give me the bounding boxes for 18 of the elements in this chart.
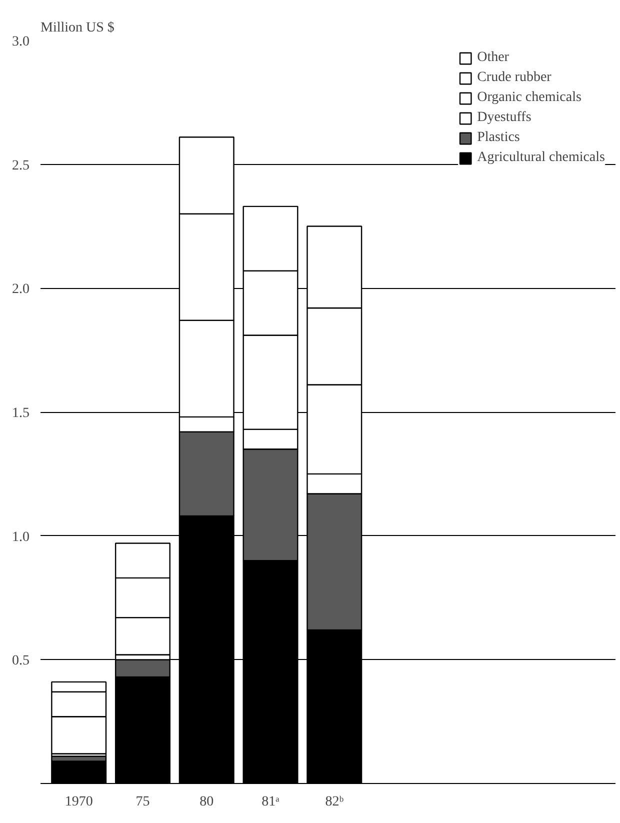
y-tick-label: 2.5	[12, 158, 30, 174]
y-tick-label: 1.5	[12, 406, 30, 421]
y-tick-label: 0.5	[12, 654, 30, 669]
x-tick-label: 75	[136, 794, 150, 810]
legend-label: Crude rubber	[477, 70, 552, 86]
legend-label: Other	[477, 50, 509, 66]
x-tick-label: 82ᵇ	[325, 794, 344, 810]
legend-label: Plastics	[477, 130, 520, 146]
x-tick-label: 81ᵃ	[262, 794, 280, 810]
x-tick-label: 1970	[64, 794, 93, 810]
legend-label: Agricultural chemicals	[477, 150, 605, 166]
y-tick-label: 2.0	[12, 282, 30, 298]
y-tick-label: 1.0	[12, 530, 30, 545]
y-axis-title: Million US $	[40, 20, 114, 36]
legend-label: Dyestuffs	[477, 110, 532, 126]
x-tick-label: 80	[200, 794, 214, 810]
legend-label: Organic chemicals	[477, 90, 582, 106]
y-tick-label: 3.0	[12, 34, 30, 50]
